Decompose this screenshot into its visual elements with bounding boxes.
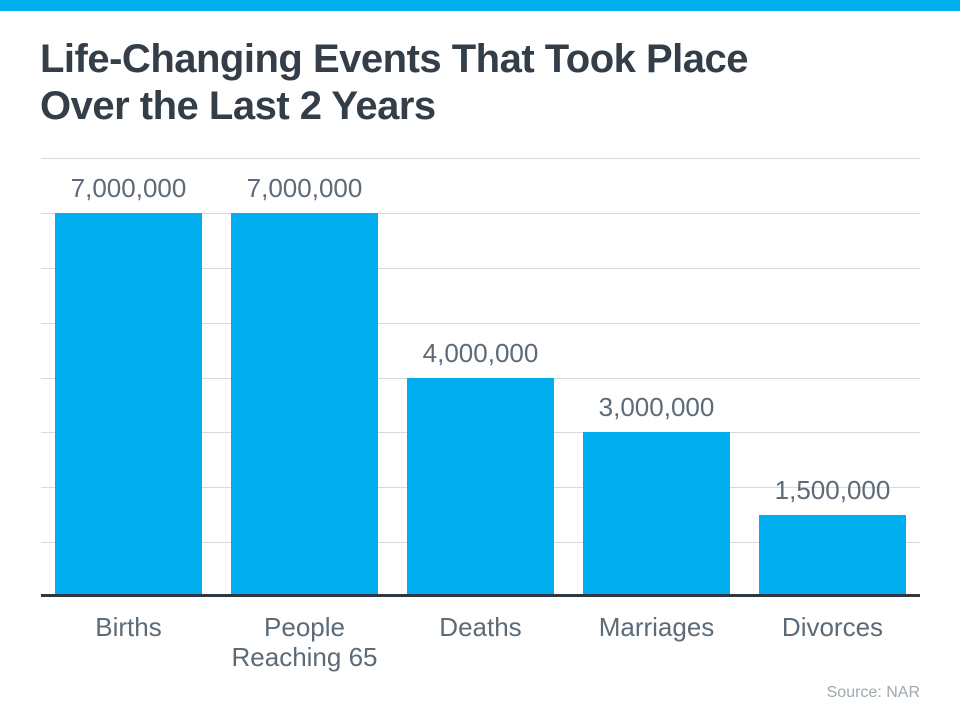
value-label-births: 7,000,000: [70, 173, 187, 203]
category-label-marriages: Marriages: [598, 612, 715, 642]
category-label-divorces: Divorces: [781, 612, 884, 642]
gridline-8m: [41, 158, 920, 159]
value-label-divorces: 1,500,000: [774, 475, 891, 505]
chart-title: Life-Changing Events That Took Place Ove…: [40, 36, 920, 130]
bar-births: [55, 213, 202, 594]
bar-people-reaching-65: [231, 213, 378, 594]
gridline-7m: [41, 213, 920, 214]
category-label-births: Births: [95, 612, 162, 642]
value-label-deaths: 4,000,000: [422, 338, 539, 368]
bar-divorces: [759, 515, 906, 594]
category-label-people-reaching-65: People Reaching 65: [231, 612, 378, 672]
bar-deaths: [407, 378, 554, 595]
source-attribution: Source: NAR: [826, 684, 920, 701]
top-accent-bar: [0, 0, 960, 11]
value-label-marriages: 3,000,000: [598, 392, 715, 422]
x-axis-baseline: [41, 594, 920, 597]
gridline-6m: [41, 268, 920, 269]
chart-title-line2: Over the Last 2 Years: [40, 84, 436, 128]
gridline-5m: [41, 323, 920, 324]
chart-title-line1: Life-Changing Events That Took Place: [40, 37, 749, 81]
bar-marriages: [583, 432, 730, 594]
value-label-people-reaching-65: 7,000,000: [246, 173, 363, 203]
category-label-deaths: Deaths: [439, 612, 522, 642]
